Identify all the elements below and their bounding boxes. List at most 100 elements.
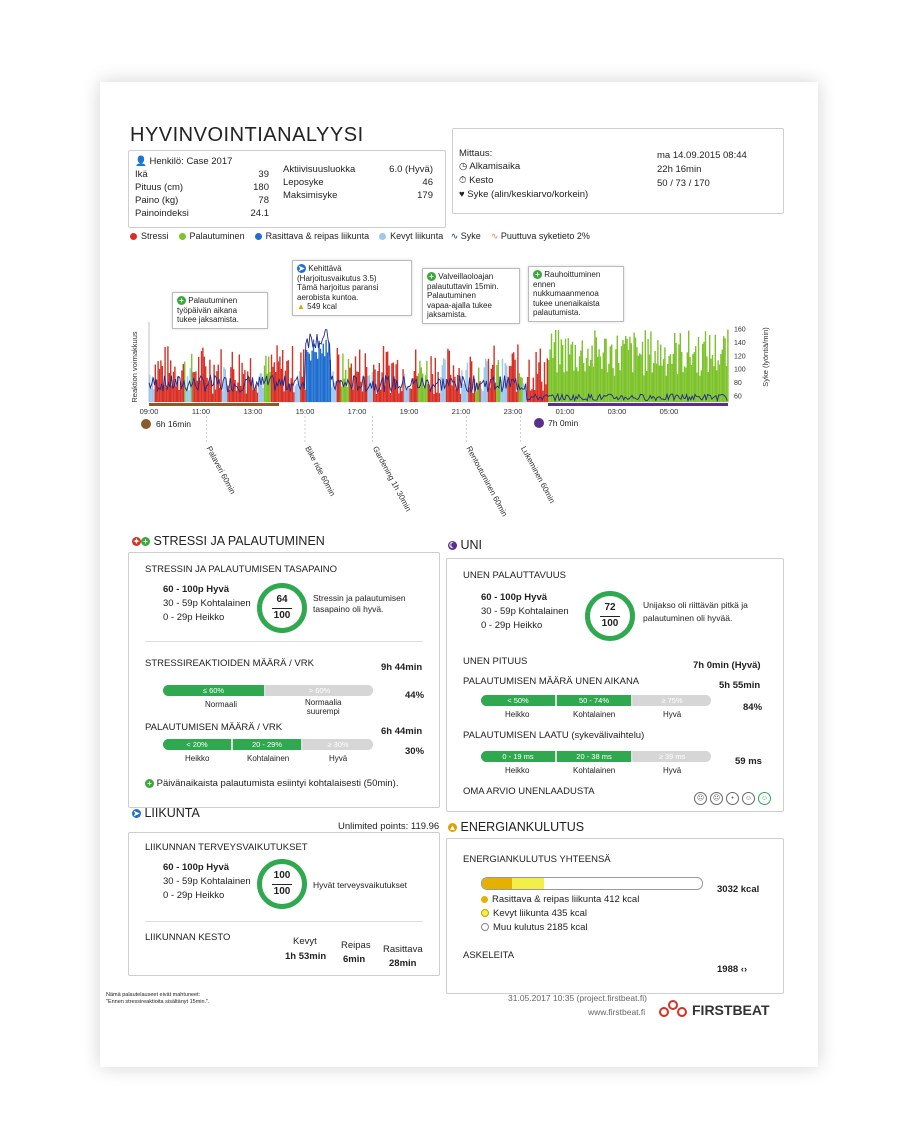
chart-bar — [678, 344, 680, 402]
chart-bar — [226, 383, 228, 402]
chart-bar — [478, 367, 480, 402]
face-good-icon[interactable]: ☺ — [742, 792, 755, 805]
chart-bar — [424, 375, 427, 402]
chart-bar — [223, 367, 225, 402]
chart-bar — [251, 380, 253, 402]
recovery-value: 6h 44min — [381, 726, 423, 737]
ex-scale-good: 60 - 100p Hyvä — [163, 862, 230, 873]
sleep-length-value: 7h 0min (Hyvä) — [693, 660, 761, 671]
y-right-ticks: 60 80 100 120 140 160 — [734, 327, 746, 401]
chart-bar — [248, 377, 250, 402]
chart-bar — [727, 329, 729, 402]
col-brisk-label: Reipas — [341, 940, 371, 951]
chart-bar — [650, 331, 652, 402]
chart-bar — [720, 354, 722, 402]
face-very-good-icon[interactable]: ☺ — [758, 792, 771, 805]
chart-bar — [438, 393, 441, 402]
chart-bar — [546, 358, 548, 402]
chart-bar — [252, 390, 254, 402]
chart-bar — [496, 365, 498, 402]
stress-icon: ✦ — [132, 537, 141, 547]
chart-bar — [658, 365, 660, 402]
chart-bar — [171, 385, 173, 402]
quality-value: 59 ms — [735, 756, 762, 767]
chart-bar — [549, 349, 551, 402]
chart-bar — [717, 360, 719, 402]
sleep-amount-value: 5h 55min — [719, 680, 761, 691]
chart-bar — [214, 389, 217, 402]
chart-bar — [445, 378, 448, 402]
face-bad-icon[interactable]: ☹ — [710, 792, 723, 805]
col-heavy-value: 28min — [389, 958, 417, 969]
chart-bar — [375, 393, 378, 402]
reactions-label-normal: Normaali — [205, 700, 238, 709]
y-right-label: Syke (lyöntiä/min) — [761, 327, 770, 387]
chart-bar — [164, 347, 166, 402]
chart-bar — [175, 386, 177, 402]
quality-label-mid: Kohtalainen — [573, 766, 616, 775]
chart-bar — [310, 360, 312, 402]
y-right-tick-label: 80 — [734, 380, 742, 387]
quality-seg-mid: 20 - 38 ms — [557, 751, 631, 762]
chart-bar — [163, 385, 165, 402]
chart-bar — [557, 330, 560, 402]
chart-bar — [287, 360, 289, 402]
chart-bar — [622, 339, 624, 402]
chart-bar — [550, 333, 553, 402]
timer-icon: ⏱ — [459, 175, 467, 186]
chart-bar — [598, 349, 600, 402]
chart-bar — [168, 373, 170, 402]
chart-bar — [305, 349, 308, 402]
chart-bar — [269, 372, 271, 402]
chart-bar — [363, 376, 365, 402]
chart-bar — [543, 362, 546, 402]
plus-icon: + — [427, 272, 436, 282]
steps-value: 1988 ‹› — [717, 964, 748, 975]
recovery-dot-icon — [178, 233, 186, 241]
chart-bar — [704, 331, 707, 402]
chart-bar — [153, 389, 155, 402]
chart-bar — [529, 390, 532, 402]
chart-bar — [605, 338, 607, 402]
chart-bar — [317, 358, 319, 402]
chart-bar — [541, 381, 543, 402]
face-neutral-icon[interactable]: • — [726, 792, 739, 805]
reactions-seg-high: > 60% — [266, 685, 373, 696]
chart-bar — [389, 393, 392, 402]
chart-bars — [149, 329, 729, 402]
plus-icon: + — [141, 537, 150, 547]
briefcase-icon — [141, 419, 151, 429]
chart-bar — [545, 384, 547, 402]
event-label: Gardening 1h 30min — [371, 445, 413, 513]
chart-bar — [427, 383, 429, 402]
chart-bar — [646, 371, 648, 402]
chart-bar — [654, 350, 656, 402]
chart-bar — [244, 370, 246, 402]
chart-bar — [697, 337, 700, 402]
event-label: Lukeminen 60min — [519, 445, 557, 505]
chart-bar — [517, 344, 519, 402]
chart-bar — [531, 389, 533, 402]
chart-bar — [202, 347, 204, 402]
flame-icon: ▲ — [297, 302, 305, 311]
chart-bar — [664, 347, 666, 402]
chart-bar — [581, 340, 583, 402]
chart-bar — [247, 371, 249, 402]
ex-scale-weak: 0 - 29p Heikko — [163, 890, 225, 901]
person-name: 👤 Henkilö: Case 2017 — [135, 156, 233, 167]
event-labels: Palaveri 60min Bike ride 60min Gardening 1… — [204, 416, 557, 518]
sleep-score-text: Unijakso oli riittävän pitkä ja palautumi… — [643, 600, 748, 623]
legend-missing: ∿ Puuttuva syketieto 2% — [490, 231, 590, 241]
y-left-label: Reaktion voimakkuus — [130, 331, 139, 403]
chart-bar — [674, 333, 676, 402]
chart-bar — [597, 356, 599, 402]
chart-bar — [216, 371, 218, 402]
chart-bar — [249, 358, 252, 402]
face-very-bad-icon[interactable]: ☹ — [694, 792, 707, 805]
footer-date: 31.05.2017 10:35 (project.firstbeat.fi) — [508, 993, 647, 1003]
chart-bar — [606, 372, 609, 402]
chart-bar — [350, 363, 352, 402]
chart-bar — [268, 356, 270, 402]
chart-bar — [228, 389, 231, 402]
footer-url[interactable]: www.firstbeat.fi — [588, 1007, 646, 1017]
